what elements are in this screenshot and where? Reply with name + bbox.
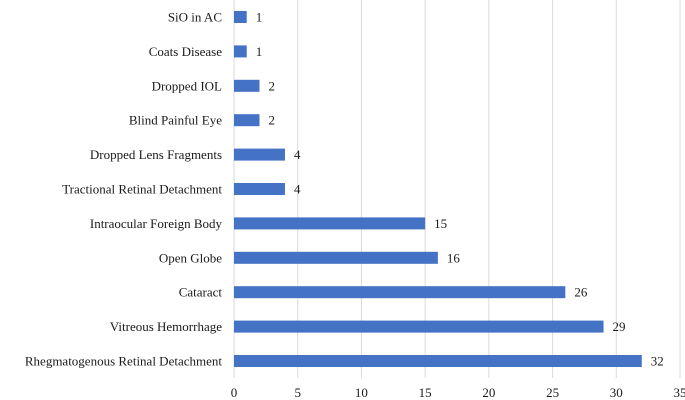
- x-tick-label: 35: [674, 385, 685, 400]
- bar: [234, 286, 566, 299]
- x-tick-label: 5: [294, 385, 301, 400]
- bar: [234, 79, 260, 92]
- x-tick-label: 0: [231, 385, 238, 400]
- data-label: 4: [294, 182, 301, 197]
- data-label: 2: [268, 78, 275, 93]
- category-label: Tractional Retinal Detachment: [62, 182, 222, 197]
- data-label: 15: [434, 216, 447, 231]
- x-tick-label: 20: [482, 385, 495, 400]
- gridlines: [233, 0, 681, 378]
- value-labels: 1 1 2 2 4 4 15 16 26 29 32: [256, 10, 664, 369]
- bar: [234, 114, 260, 127]
- category-label: Intraocular Foreign Body: [90, 216, 223, 231]
- category-label: Coats Disease: [149, 44, 223, 59]
- category-labels: SiO in AC Coats Disease Dropped IOL Blind P…: [25, 10, 223, 369]
- category-label: Open Globe: [159, 250, 222, 265]
- bar: [234, 183, 285, 195]
- bar: [234, 45, 247, 58]
- data-label: 1: [256, 10, 263, 25]
- bars: [234, 11, 642, 367]
- category-label: Dropped Lens Fragments: [90, 147, 222, 162]
- category-label: Dropped IOL: [152, 78, 222, 93]
- bar: [234, 251, 438, 264]
- data-label: 4: [294, 147, 301, 162]
- bar: [234, 320, 604, 333]
- data-label: 2: [268, 113, 275, 128]
- x-tick-label: 10: [355, 385, 368, 400]
- bar: [234, 355, 642, 367]
- data-label: 26: [574, 285, 588, 300]
- x-tick-label: 25: [546, 385, 559, 400]
- data-label: 16: [447, 250, 461, 265]
- bar: [234, 217, 426, 230]
- x-tick-label: 30: [610, 385, 623, 400]
- category-label: Cataract: [179, 285, 223, 300]
- data-label: 29: [613, 319, 626, 334]
- category-label: Rhegmatogenous Retinal Detachment: [25, 354, 223, 369]
- x-tick-label: 15: [419, 385, 432, 400]
- category-label: SiO in AC: [168, 10, 222, 25]
- data-label: 1: [256, 44, 263, 59]
- category-label: Blind Painful Eye: [129, 113, 222, 128]
- bar: [234, 148, 285, 161]
- category-label: Vitreous Hemorrhage: [110, 319, 222, 334]
- data-label: 32: [651, 354, 664, 369]
- bar: [234, 11, 247, 23]
- x-axis-ticks: 0 5 10 15 20 25 30 35: [231, 385, 685, 400]
